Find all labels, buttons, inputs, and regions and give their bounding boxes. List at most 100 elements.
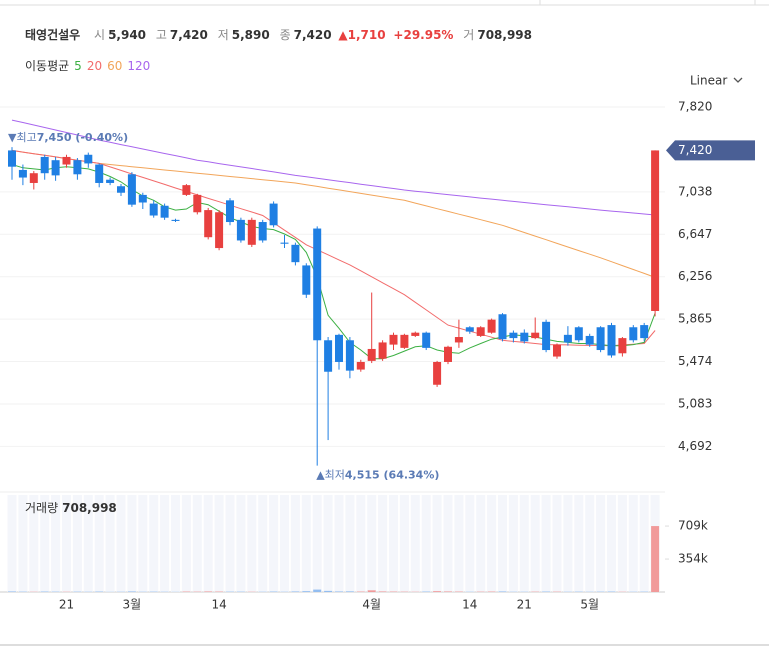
candle-body xyxy=(193,194,202,213)
volume-pane: 709k 354k xyxy=(7,495,708,592)
volume-bar xyxy=(444,591,452,592)
volume-stripe xyxy=(574,495,584,592)
candle-body xyxy=(454,337,463,343)
candle-body xyxy=(629,327,638,341)
volume-stripe xyxy=(454,495,464,592)
volume-stripe xyxy=(596,495,606,592)
volume-stripe xyxy=(51,495,61,592)
volume-stripe xyxy=(498,495,507,592)
candle-body xyxy=(8,150,16,167)
candle-body xyxy=(117,186,125,193)
volume-stripe xyxy=(214,495,224,592)
volume-bar xyxy=(313,589,322,592)
candle-body xyxy=(422,332,431,348)
candle-body xyxy=(236,219,245,241)
volume-stripe xyxy=(116,495,126,592)
candle-body xyxy=(585,335,594,345)
candle-body xyxy=(465,327,474,332)
stock-name: 태영건설우 xyxy=(25,27,80,42)
volume-bar xyxy=(498,591,507,592)
volume-stripe xyxy=(552,495,562,592)
candle-body xyxy=(40,156,49,174)
volume-stripe xyxy=(410,495,420,592)
volume-stripe xyxy=(40,495,50,592)
ma-legend-entry: 20 xyxy=(87,59,102,73)
ma-line xyxy=(11,119,656,216)
high-label: 고 xyxy=(156,28,167,42)
volume-bar xyxy=(345,591,354,592)
candle-body xyxy=(367,348,376,361)
candle-body xyxy=(258,222,267,241)
low-value: 5,890 xyxy=(232,28,270,42)
rate: +29.95% xyxy=(393,28,453,42)
ma-line xyxy=(11,149,656,278)
candle-body xyxy=(618,338,627,354)
candle-body xyxy=(498,314,507,340)
candle-body xyxy=(291,244,300,263)
candle-body xyxy=(400,334,409,348)
candle-body xyxy=(411,332,420,336)
y-tick-label: 4,692 xyxy=(678,439,712,453)
volume-stripe xyxy=(258,495,268,592)
y-tick-label: 7,038 xyxy=(678,184,712,198)
volume-stripe xyxy=(105,495,115,592)
dropdown-icon[interactable] xyxy=(733,77,743,83)
ma-line xyxy=(11,164,656,360)
candle-body xyxy=(73,160,82,175)
candle-body xyxy=(433,361,442,385)
candle-body xyxy=(138,194,147,203)
volume-bar xyxy=(367,590,376,592)
annotation-label: 4,515 (64.34%) xyxy=(345,469,440,482)
volume-stripe xyxy=(607,495,616,592)
volume-label: 거 xyxy=(463,28,474,42)
candle-body xyxy=(182,185,191,195)
candle-body xyxy=(204,210,213,238)
candle-body xyxy=(313,228,322,341)
volume-stripe xyxy=(334,495,344,592)
candle-body xyxy=(563,334,572,343)
high-value: 7,420 xyxy=(170,28,208,42)
scale-selector[interactable]: Linear xyxy=(690,74,727,88)
volume-title-value: 708,998 xyxy=(62,501,117,515)
candle-body xyxy=(607,325,616,356)
y-tick-label: 6,256 xyxy=(678,269,712,283)
x-tick-label: 21 xyxy=(59,598,74,612)
candle-body xyxy=(389,334,398,345)
candle-body xyxy=(542,321,551,351)
y-tick-label: 6,647 xyxy=(678,227,712,241)
volume-stripe xyxy=(290,495,300,592)
volume-stripe xyxy=(192,495,202,592)
volume-stripe xyxy=(617,495,627,592)
x-tick-label: 5월 xyxy=(580,598,599,612)
candle-body xyxy=(215,212,224,249)
volume-stripe xyxy=(508,495,518,592)
volume-tick-label: 709k xyxy=(678,519,708,533)
annotation-text: ▼최고 xyxy=(8,131,37,144)
close-value: 7,420 xyxy=(294,28,332,42)
candle-body xyxy=(509,332,518,339)
candle-body xyxy=(335,334,343,362)
candle-body xyxy=(487,319,496,333)
price-pane: 7,820 7,038 6,647 6,256 5,865 5,474 5,083 4,692… xyxy=(0,100,755,482)
volume-title: 거래량 708,998 xyxy=(25,501,117,515)
volume-stripe xyxy=(421,495,431,592)
volume-value: 708,998 xyxy=(477,28,532,42)
candle-body xyxy=(51,160,60,176)
y-tick-label: 5,083 xyxy=(678,396,712,410)
ma-legend-entry: 60 xyxy=(107,59,122,73)
y-tick-label: 7,820 xyxy=(678,100,712,114)
open-value: 5,940 xyxy=(108,28,146,42)
candle-body xyxy=(476,327,485,336)
volume-stripe xyxy=(628,495,638,592)
candle-body xyxy=(269,203,278,226)
candle-body xyxy=(160,205,169,218)
volume-stripe xyxy=(519,495,529,592)
ma-legend-entry: 120 xyxy=(127,59,150,73)
volume-tick-label: 354k xyxy=(678,552,708,566)
volume-stripe xyxy=(280,495,289,592)
volume-bar xyxy=(378,591,387,592)
volume-stripe xyxy=(367,495,377,592)
volume-stripe xyxy=(487,495,497,592)
last-price-badge xyxy=(666,140,755,161)
